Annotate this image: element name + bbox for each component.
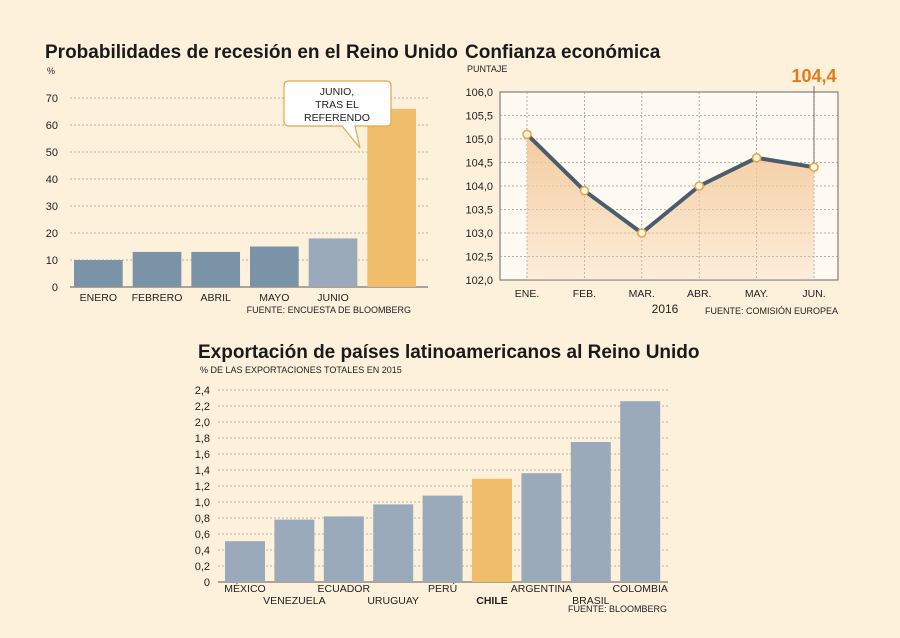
exports-chart-title: Exportación de países latinoamericanos a… bbox=[198, 342, 700, 363]
category-label: MAR. bbox=[629, 288, 655, 300]
exports-chart-ylabel: % DE LAS EXPORTACIONES TOTALES EN 2015 bbox=[200, 365, 402, 375]
recession-chart-category-labels: ENERO FEBRERO ABRIL MAYO JUNIO bbox=[80, 292, 349, 304]
y-tick-label: 103,0 bbox=[465, 228, 493, 240]
recession-chart-bars bbox=[74, 108, 417, 287]
y-tick-label: 1,4 bbox=[195, 465, 210, 477]
category-label: ARGENTINA bbox=[511, 583, 572, 595]
y-tick-label: 103,5 bbox=[465, 205, 493, 217]
confidence-chart-source: FUENTE: COMISIÓN EUROPEA bbox=[705, 306, 838, 316]
confidence-chart-title: Confianza económica bbox=[465, 42, 661, 63]
category-label: BRASIL bbox=[572, 595, 610, 607]
y-tick-label: 2,4 bbox=[195, 385, 210, 397]
y-tick-label: 0 bbox=[204, 577, 210, 589]
category-label: JUN. bbox=[802, 288, 825, 300]
category-label: ABR. bbox=[687, 288, 712, 300]
confidence-highlight-value: 104,4 bbox=[791, 66, 836, 86]
exports-chart: Exportación de países latinoamericanos a… bbox=[195, 342, 700, 614]
y-tick-label: 102,5 bbox=[465, 252, 493, 264]
bar bbox=[323, 516, 364, 582]
category-label: ENERO bbox=[80, 292, 117, 304]
data-point bbox=[751, 153, 762, 163]
y-tick-label: 0,4 bbox=[195, 545, 210, 557]
data-point bbox=[809, 162, 819, 172]
y-tick-label: 50 bbox=[46, 147, 58, 159]
recession-annotation-text: JUNIO, TRAS EL REFERENDO bbox=[304, 86, 370, 124]
category-label: MAYO bbox=[259, 292, 289, 304]
y-tick-label: 1,6 bbox=[195, 449, 210, 461]
category-label: PERÚ bbox=[428, 582, 457, 595]
category-label: URUGUAY bbox=[367, 595, 419, 607]
y-tick-label: 1,0 bbox=[195, 497, 210, 509]
bar bbox=[620, 401, 661, 582]
y-tick-label: 0,2 bbox=[195, 561, 210, 573]
y-tick-label: 0,6 bbox=[195, 529, 210, 541]
bar bbox=[225, 541, 265, 582]
y-tick-label: 0 bbox=[52, 282, 58, 294]
y-tick-label: 1,2 bbox=[195, 481, 210, 493]
y-tick-label: 1,8 bbox=[195, 433, 210, 445]
bar bbox=[74, 260, 123, 287]
y-tick-label: 0,8 bbox=[195, 513, 210, 525]
recession-chart-title: Probabilidades de recesión en el Reino U… bbox=[45, 42, 458, 63]
series-line bbox=[525, 132, 815, 235]
category-label: ENE. bbox=[515, 288, 540, 300]
y-tick-label: 40 bbox=[46, 174, 58, 186]
bar bbox=[132, 251, 182, 287]
category-label: FEB. bbox=[573, 288, 596, 300]
bar bbox=[250, 246, 299, 287]
confidence-year-label: 2016 bbox=[652, 302, 679, 316]
exports-chart-bars bbox=[225, 401, 661, 582]
data-point bbox=[579, 185, 590, 196]
data-point bbox=[636, 228, 647, 238]
confidence-chart: Confianza económica PUNTAJE 102,0 102,5 10… bbox=[465, 42, 839, 316]
y-tick-label: 60 bbox=[46, 120, 58, 132]
exports-chart-source: FUENTE: BLOOMBERG bbox=[568, 604, 667, 614]
bar bbox=[570, 442, 611, 582]
category-label: ECUADOR bbox=[318, 583, 371, 595]
recession-chart: Probabilidades de recesión en el Reino U… bbox=[45, 42, 458, 315]
category-label: JUNIO bbox=[317, 292, 349, 304]
confidence-chart-series: ENE. FEB. MAR. ABR. MAY. JUN. bbox=[515, 86, 826, 300]
y-tick-label: 2,2 bbox=[195, 401, 210, 413]
y-tick-label: 104,5 bbox=[465, 158, 493, 170]
bar bbox=[472, 478, 512, 582]
y-tick-label: 70 bbox=[46, 93, 58, 105]
y-tick-label: 106,0 bbox=[465, 87, 493, 99]
y-tick-label: 104,0 bbox=[465, 181, 493, 193]
area-fill bbox=[527, 134, 814, 280]
bar bbox=[274, 519, 315, 582]
category-label: ABRIL bbox=[201, 292, 232, 304]
data-point bbox=[522, 129, 532, 140]
category-label: FEBRERO bbox=[132, 292, 183, 304]
category-label: COLOMBIA bbox=[612, 583, 667, 595]
category-label: MAY. bbox=[745, 288, 769, 300]
data-point bbox=[694, 181, 705, 191]
confidence-chart-ylabel: PUNTAJE bbox=[467, 64, 507, 74]
y-tick-label: 10 bbox=[46, 255, 58, 267]
bar bbox=[191, 251, 241, 287]
y-tick-label: 105,0 bbox=[465, 134, 493, 146]
category-label: CHILE bbox=[476, 595, 508, 607]
category-label: VENEZUELA bbox=[263, 595, 325, 607]
y-tick-label: 20 bbox=[46, 228, 58, 240]
category-label: MÉXICO bbox=[224, 582, 265, 595]
bar bbox=[422, 495, 463, 582]
recession-annotation-callout: JUNIO, TRAS EL REFERENDO bbox=[283, 80, 392, 149]
bar bbox=[367, 108, 417, 287]
y-tick-label: 105,5 bbox=[465, 111, 493, 123]
recession-chart-source: FUENTE: ENCUESTA DE BLOOMBERG bbox=[247, 305, 411, 315]
bar bbox=[308, 238, 358, 287]
bar bbox=[521, 473, 562, 582]
recession-chart-ylabel: % bbox=[47, 66, 55, 76]
bar bbox=[373, 504, 414, 582]
y-tick-label: 102,0 bbox=[465, 275, 493, 287]
y-tick-label: 30 bbox=[46, 201, 58, 213]
y-tick-label: 2,0 bbox=[195, 417, 210, 429]
